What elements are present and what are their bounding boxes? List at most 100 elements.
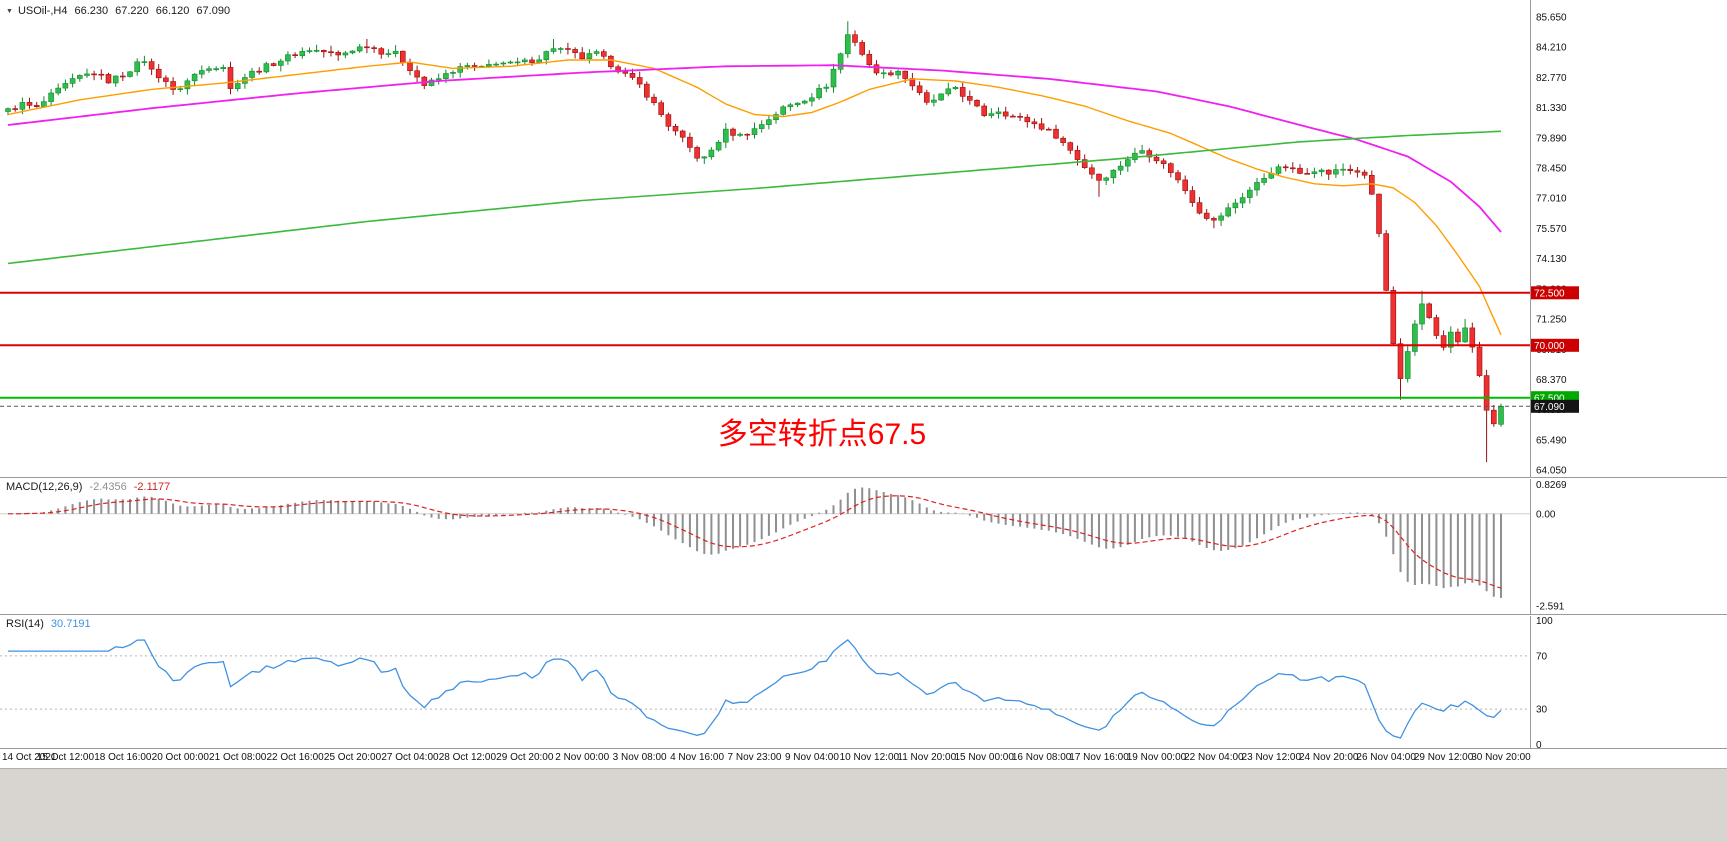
candle-body [744, 133, 751, 136]
price-badge [1531, 338, 1579, 352]
candle-body [1397, 343, 1404, 379]
candle-body [1419, 303, 1425, 325]
candle-body [170, 81, 176, 90]
time-axis-label: 29 Nov 12:00 [1413, 752, 1474, 763]
candle-body [428, 79, 435, 86]
svg-text:67.090: 67.090 [1534, 402, 1565, 413]
time-axis-label: 20 Oct 00:00 [151, 752, 209, 763]
candle-body [1433, 317, 1440, 336]
candle-body [981, 105, 988, 116]
time-axis-label: 21 Oct 08:00 [209, 752, 267, 763]
candle-body [888, 72, 894, 76]
candle-body [643, 83, 650, 98]
candle-body [249, 70, 255, 78]
time-axis-label: 16 Nov 08:00 [1011, 752, 1072, 763]
annotation-text[interactable]: 多空转折点67.5 [717, 418, 927, 451]
candle-body [1483, 375, 1490, 411]
candle-body [1491, 409, 1497, 425]
candle-body [837, 53, 844, 70]
svg-text:78.450: 78.450 [1536, 164, 1567, 175]
macd-main-value: -2.4356 [89, 481, 127, 493]
time-axis-label: 15 Nov 00:00 [954, 752, 1014, 763]
svg-text:100: 100 [1536, 616, 1553, 627]
candle-body [844, 34, 851, 55]
collapse-icon[interactable]: ▼ [6, 7, 13, 15]
candle-body [1160, 160, 1167, 165]
time-axis-label: 24 Nov 20:00 [1298, 752, 1359, 763]
candle-body [1203, 212, 1210, 219]
candle-body [1038, 123, 1045, 130]
ohlc-high: 67.220 [115, 5, 149, 17]
candle-body [62, 83, 69, 89]
candle-body [651, 96, 657, 103]
candle-body [371, 47, 377, 50]
rsi-panel[interactable]: 100 70 30 0 RSI(14) 30.7191 [0, 614, 1727, 749]
candle-body [1060, 137, 1066, 143]
candle-body [1189, 190, 1196, 203]
svg-text:0.8269: 0.8269 [1536, 480, 1567, 491]
candle-body [1347, 168, 1354, 171]
rsi-line [8, 639, 1502, 739]
candle-body [543, 51, 550, 61]
candle-body [694, 147, 700, 159]
svg-text:79.890: 79.890 [1536, 133, 1567, 144]
price-scale[interactable]: 85.650 84.210 82.770 81.330 79.890 78.450 77.0… [1531, 13, 1579, 477]
candle-body [1340, 168, 1346, 171]
candle-body [787, 104, 794, 108]
candle-body [737, 133, 743, 136]
candle-body [895, 70, 901, 76]
candle-body [1311, 171, 1318, 175]
candle-body [306, 50, 313, 52]
time-axis[interactable]: 14 Oct 2021 15 Oct 12:00 18 Oct 16:00 20 Oc… [0, 748, 1727, 769]
time-axis-label: 27 Oct 04:00 [381, 752, 439, 763]
time-axis-label: 4 Nov 16:00 [670, 752, 725, 763]
svg-text:67.500: 67.500 [1534, 394, 1565, 405]
candle-body [830, 68, 837, 88]
candle-body [565, 48, 571, 50]
candle-body [148, 61, 155, 70]
candle-body [127, 71, 133, 77]
time-axis-label: 9 Nov 04:00 [784, 752, 839, 763]
candle-body [1002, 111, 1009, 117]
bottom-strip [0, 768, 1727, 842]
candle-body [1103, 177, 1109, 181]
symbol-period-label: USOil-,H4 [17, 5, 68, 17]
candle-body [679, 130, 686, 138]
candle-body [1146, 150, 1153, 158]
candle-body [1333, 169, 1339, 175]
macd-signal-value: -2.1177 [133, 481, 171, 493]
candle-body [1175, 172, 1181, 181]
time-axis-label: 28 Oct 12:00 [438, 752, 497, 763]
candle-body [1089, 167, 1095, 175]
candle-body [1304, 173, 1310, 175]
candle-body [966, 96, 973, 101]
candle-body [364, 46, 370, 49]
ma-mid-magenta [7, 64, 1502, 233]
candle-body [1476, 346, 1483, 376]
candle-body [1232, 202, 1239, 209]
candle-body [859, 42, 866, 55]
candle-body [292, 54, 298, 57]
price-chart-panel[interactable]: 85.650 84.210 82.770 81.330 79.890 78.450 77.0… [0, 0, 1727, 477]
candle-body [342, 52, 349, 56]
candle-body [349, 50, 356, 54]
candle-body [931, 99, 937, 103]
svg-text:72.500: 72.500 [1534, 289, 1565, 300]
rsi-canvas[interactable]: 100 70 30 0 [0, 616, 1727, 749]
candle-body [902, 70, 909, 79]
candle-body [1182, 179, 1188, 191]
candle-body [392, 50, 399, 55]
svg-text:70: 70 [1536, 651, 1548, 662]
price-chart-canvas[interactable]: 85.650 84.210 82.770 81.330 79.890 78.450 77.0… [0, 0, 1727, 477]
candles-layer[interactable] [5, 21, 1504, 463]
candle-body [1024, 116, 1031, 123]
macd-canvas[interactable]: 0.8269 0.00 -2.591 [0, 479, 1727, 615]
candle-body [55, 87, 62, 94]
time-axis-label: 17 Nov 16:00 [1069, 752, 1129, 763]
candle-body [1225, 207, 1231, 217]
candle-body [809, 97, 815, 102]
macd-panel[interactable]: 0.8269 0.00 -2.591 MACD(12,26,9) -2.4356 -… [0, 477, 1727, 615]
ohlc-low: 66.120 [155, 5, 190, 17]
candle-body [586, 53, 593, 60]
